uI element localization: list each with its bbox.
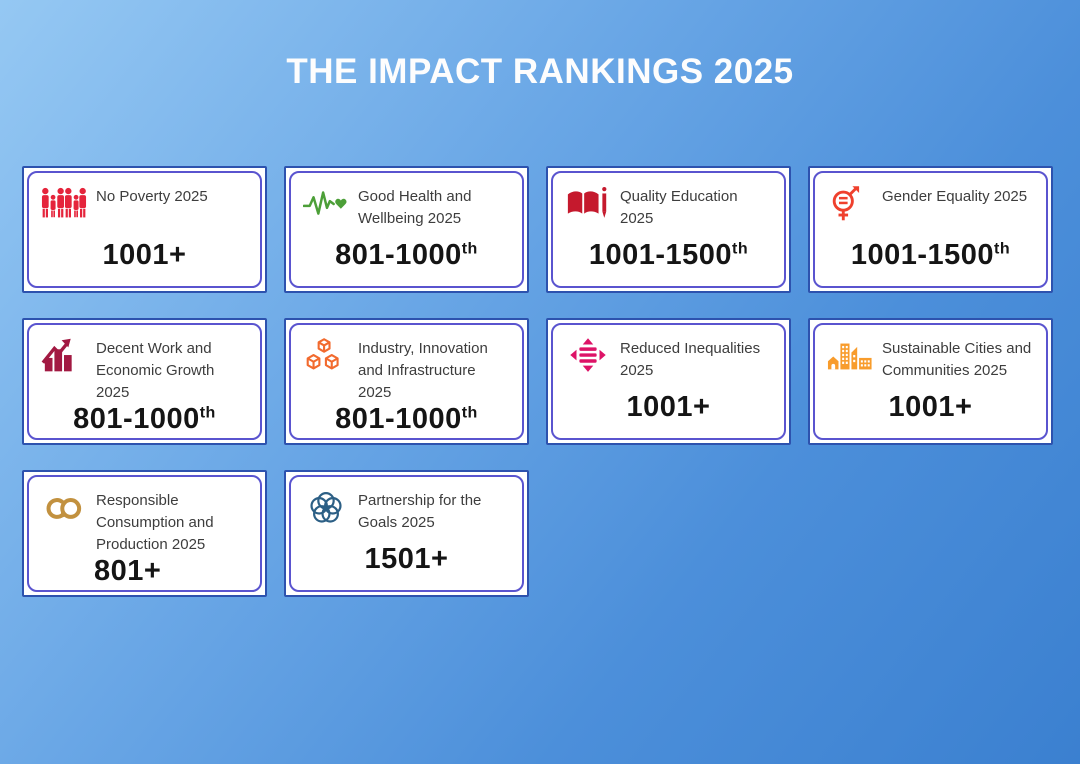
flower-rings-icon xyxy=(303,488,349,528)
ranking-card-inner: Sustainable Cities and Communities 2025 … xyxy=(813,323,1048,440)
card-industry-innovation: Industry, Innovation and Infrastructure … xyxy=(284,318,529,445)
card-label: Industry, Innovation and Infrastructure … xyxy=(358,340,488,401)
card-label: Quality Education 2025 xyxy=(620,188,738,227)
impact-rankings-infographic: THE IMPACT RANKINGS 2025 No Poverty 2025… xyxy=(0,0,1080,597)
card-ranking-value: 801-1000th xyxy=(335,239,478,271)
card-ranking-value: 801+ xyxy=(94,555,162,588)
card-gender-equality: Gender Equality 2025 1001-1500th xyxy=(808,166,1053,293)
card-reduced-inequalities: Reduced Inequalities 2025 1001+ xyxy=(546,318,791,445)
card-ranking-value: 1001+ xyxy=(626,391,711,423)
gender-symbol-icon xyxy=(827,184,873,224)
growth-chart-icon xyxy=(41,336,87,376)
cubes-icon xyxy=(303,336,349,376)
family-people-icon xyxy=(41,184,87,224)
card-good-health: Good Health and Wellbeing 2025 801-1000t… xyxy=(284,166,529,293)
card-ranking-value: 1001+ xyxy=(888,391,973,423)
card-header: Good Health and Wellbeing 2025 xyxy=(303,184,510,230)
card-label: No Poverty 2025 xyxy=(96,188,208,205)
card-ranking-value: 1001-1500th xyxy=(850,239,1011,271)
card-ranking-value: 1001+ xyxy=(102,239,187,271)
card-quality-education: Quality Education 2025 1001-1500th xyxy=(546,166,791,293)
rankings-grid: No Poverty 2025 1001+ Good Health and We… xyxy=(22,166,1057,597)
card-label: Good Health and Wellbeing 2025 xyxy=(358,188,472,227)
card-ranking-value: 1501+ xyxy=(364,543,449,575)
card-sustainable-cities: Sustainable Cities and Communities 2025 … xyxy=(808,318,1053,445)
ranking-card-inner: Good Health and Wellbeing 2025 801-1000t… xyxy=(289,171,524,288)
page-title: THE IMPACT RANKINGS 2025 xyxy=(286,52,794,91)
card-label: Gender Equality 2025 xyxy=(882,188,1028,205)
infinity-loop-icon xyxy=(41,488,87,528)
card-header: Gender Equality 2025 xyxy=(827,184,1034,224)
ranking-card-inner: Partnership for the Goals 2025 1501+ xyxy=(289,475,524,592)
card-header: No Poverty 2025 xyxy=(41,184,248,224)
card-header: Sustainable Cities and Communities 2025 xyxy=(827,336,1034,382)
card-ranking-value: 801-1000th xyxy=(73,403,216,436)
card-ranking-value: 1001-1500th xyxy=(588,239,749,271)
ranking-card-inner: Decent Work and Economic Growth 2025 801… xyxy=(27,323,262,440)
card-partnership-goals: Partnership for the Goals 2025 1501+ xyxy=(284,470,529,597)
open-book-icon xyxy=(565,184,611,224)
card-ranking-value: 801-1000th xyxy=(335,403,478,436)
card-header: Responsible Consumption and Production 2… xyxy=(41,488,248,555)
card-header: Quality Education 2025 xyxy=(565,184,772,230)
card-decent-work: Decent Work and Economic Growth 2025 801… xyxy=(22,318,267,445)
card-label: Decent Work and Economic Growth 2025 xyxy=(96,340,215,401)
card-responsible-consumption: Responsible Consumption and Production 2… xyxy=(22,470,267,597)
heartbeat-icon xyxy=(303,184,349,224)
card-header: Decent Work and Economic Growth 2025 xyxy=(41,336,248,403)
ranking-card-inner: Reduced Inequalities 2025 1001+ xyxy=(551,323,786,440)
card-header: Industry, Innovation and Infrastructure … xyxy=(303,336,510,403)
ranking-card-inner: Gender Equality 2025 1001-1500th xyxy=(813,171,1048,288)
ranking-card-inner: No Poverty 2025 1001+ xyxy=(27,171,262,288)
equality-arrows-icon xyxy=(565,336,611,376)
card-label: Responsible Consumption and Production 2… xyxy=(96,492,214,553)
ranking-card-inner: Responsible Consumption and Production 2… xyxy=(27,475,262,592)
city-buildings-icon xyxy=(827,336,873,376)
card-label: Partnership for the Goals 2025 xyxy=(358,492,482,531)
card-header: Partnership for the Goals 2025 xyxy=(303,488,510,534)
card-label: Sustainable Cities and Communities 2025 xyxy=(882,340,1032,379)
ranking-card-inner: Quality Education 2025 1001-1500th xyxy=(551,171,786,288)
card-header: Reduced Inequalities 2025 xyxy=(565,336,772,382)
ranking-card-inner: Industry, Innovation and Infrastructure … xyxy=(289,323,524,440)
card-label: Reduced Inequalities 2025 xyxy=(620,340,761,379)
card-no-poverty: No Poverty 2025 1001+ xyxy=(22,166,267,293)
